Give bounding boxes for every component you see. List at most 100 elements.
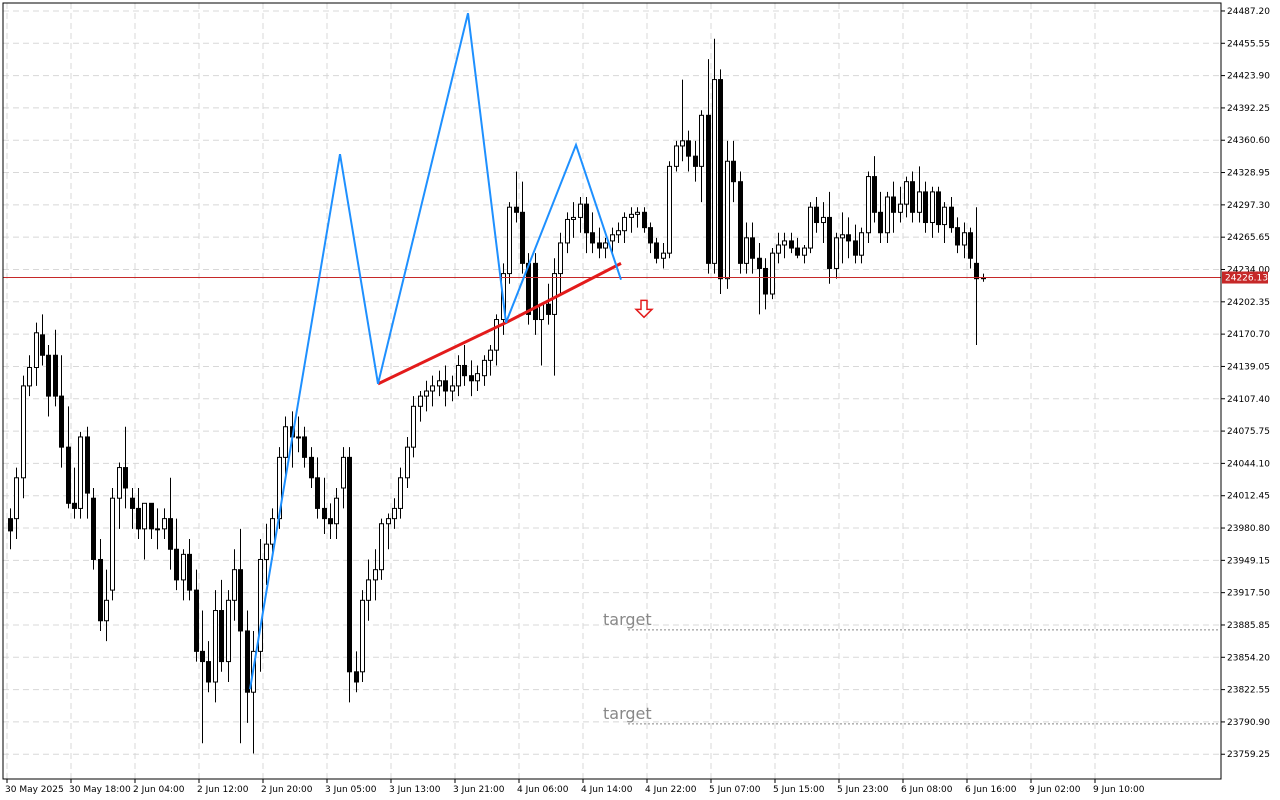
- bear-candle-body: [763, 267, 768, 295]
- candle: [168, 477, 173, 570]
- bear-candle-body: [238, 569, 243, 632]
- candle: [354, 651, 359, 693]
- bear-candle-body: [136, 507, 141, 530]
- x-tick-label: 3 Jun 21:00: [453, 785, 505, 795]
- bull-candle-body: [507, 206, 512, 275]
- candle: [590, 212, 595, 254]
- bear-candle-body: [347, 456, 352, 673]
- bull-candle-body: [616, 230, 621, 236]
- candle: [302, 426, 307, 468]
- candle: [846, 217, 851, 259]
- bear-candle-body: [245, 630, 250, 693]
- bull-candle-body: [27, 367, 32, 387]
- bull-candle-body: [962, 232, 967, 246]
- y-tick-label: 24360.60: [1227, 136, 1270, 146]
- bull-candle-body: [430, 385, 435, 392]
- x-tick-label: 9 Jun 02:00: [1029, 785, 1081, 795]
- candle: [34, 322, 39, 386]
- bear-candle-body: [200, 650, 205, 663]
- candle: [213, 590, 218, 703]
- candle: [206, 641, 211, 693]
- bull-candle-body: [78, 436, 83, 509]
- bull-candle-body: [418, 395, 423, 407]
- candle: [693, 140, 698, 182]
- bear-candle-body: [46, 354, 51, 397]
- bull-candle-body: [610, 234, 615, 242]
- y-tick-label: 23822.55: [1227, 686, 1270, 696]
- candle: [398, 467, 403, 519]
- candle: [14, 467, 19, 540]
- candle: [40, 314, 45, 366]
- bull-candle-body: [155, 528, 160, 531]
- candle: [424, 380, 429, 412]
- candle: [795, 237, 800, 259]
- bear-candle-body: [354, 671, 359, 683]
- candle: [251, 630, 256, 754]
- bear-candle-body: [936, 191, 941, 226]
- bull-candle-body: [680, 140, 685, 147]
- candle: [520, 181, 525, 274]
- x-tick-label: 2 Jun 12:00: [197, 785, 249, 795]
- candle: [930, 186, 935, 238]
- bull-candle-body: [360, 599, 365, 673]
- candle: [85, 426, 90, 519]
- y-tick-label: 23790.90: [1227, 718, 1270, 728]
- candle: [718, 69, 723, 294]
- candle: [578, 197, 583, 233]
- y-tick-label: 24202.35: [1227, 298, 1270, 308]
- candle: [910, 171, 915, 223]
- candle: [533, 253, 538, 335]
- bear-candle-body: [846, 234, 851, 242]
- candle: [411, 396, 416, 458]
- bull-candle-body: [270, 518, 275, 545]
- bear-candle-body: [443, 380, 448, 392]
- candle: [923, 181, 928, 233]
- candle: [226, 590, 231, 682]
- bear-candle-body: [520, 211, 525, 264]
- candle: [59, 355, 64, 468]
- bull-candle-body: [885, 196, 890, 234]
- bear-candle-body: [40, 334, 45, 356]
- candle: [789, 232, 794, 254]
- bull-candle-body: [494, 319, 499, 351]
- candle: [162, 508, 167, 540]
- bull-candle-body: [488, 349, 493, 361]
- candle: [430, 375, 435, 407]
- bull-candle-body: [782, 240, 787, 246]
- x-tick-label: 4 Jun 06:00: [517, 785, 569, 795]
- candle: [699, 110, 704, 203]
- current-price-label: 24226.13: [1225, 274, 1268, 284]
- bear-candle-body: [514, 206, 519, 213]
- bull-candle-body: [904, 181, 909, 205]
- bear-candle-body: [130, 497, 135, 509]
- candle: [629, 207, 634, 233]
- candle: [802, 244, 807, 264]
- bull-candle-body: [162, 518, 167, 530]
- bear-candle-body: [53, 354, 58, 397]
- candle: [546, 283, 551, 325]
- candle: [904, 176, 909, 218]
- candle: [187, 539, 192, 601]
- candle: [584, 197, 589, 254]
- candle: [872, 156, 877, 223]
- candle: [706, 59, 711, 274]
- candle: [936, 186, 941, 233]
- x-tick-label: 9 Jun 10:00: [1093, 785, 1145, 795]
- candle: [558, 232, 563, 294]
- x-tick-label: 2 Jun 04:00: [133, 785, 185, 795]
- bull-candle-body: [341, 456, 346, 489]
- candle: [130, 488, 135, 529]
- candle: [782, 232, 787, 259]
- candle: [315, 457, 320, 519]
- bear-candle-body: [590, 232, 595, 244]
- candle: [437, 370, 442, 397]
- candle: [488, 345, 493, 376]
- bear-candle-body: [949, 206, 954, 229]
- bear-candle-body: [891, 196, 896, 213]
- bull-candle-body: [578, 203, 583, 218]
- y-tick-label: 24075.75: [1227, 427, 1270, 437]
- bull-candle-body: [264, 543, 269, 560]
- y-tick-label: 24487.20: [1227, 7, 1270, 17]
- y-tick-label: 24044.10: [1227, 459, 1270, 469]
